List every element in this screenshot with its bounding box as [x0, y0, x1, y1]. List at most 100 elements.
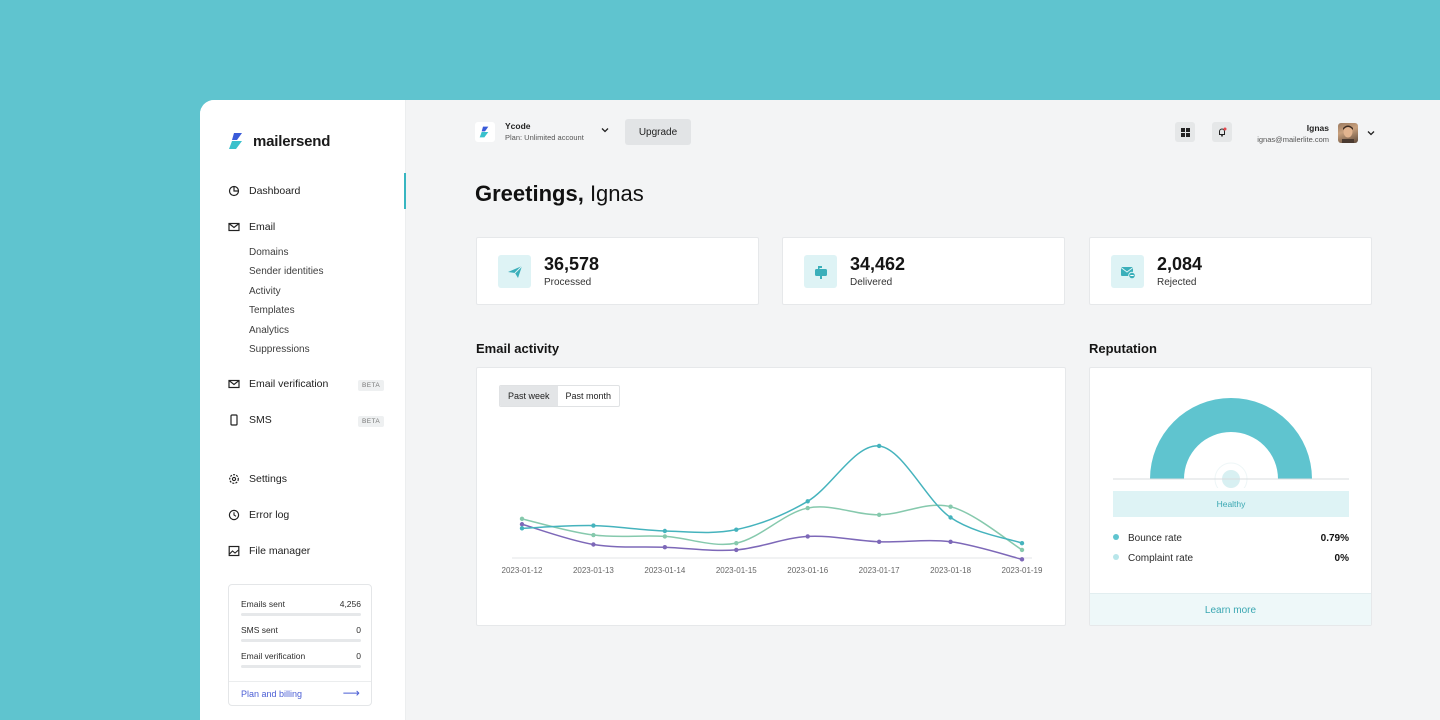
x-tick-label: 2023-01-12 — [502, 566, 543, 575]
tab-past-week[interactable]: Past week — [500, 386, 558, 406]
data-point-processed — [734, 527, 739, 532]
reputation-gauge — [1113, 398, 1349, 488]
tab-past-month[interactable]: Past month — [565, 391, 612, 401]
sidebar-subitem-domains[interactable]: Domains — [249, 247, 289, 258]
complaint-rate-label: Complaint rate — [1128, 553, 1194, 564]
usage-value: 4,256 — [339, 599, 361, 609]
stat-value: 34,462 — [850, 254, 906, 274]
sidebar: mailersend Dashboard Email Domains Sende… — [200, 100, 406, 720]
chevron-down-icon[interactable] — [1366, 128, 1376, 138]
mail-icon — [228, 221, 240, 233]
x-tick-label: 2023-01-16 — [787, 566, 828, 575]
data-point-processed — [948, 515, 953, 520]
sidebar-subitem-activity[interactable]: Activity — [249, 286, 281, 297]
arrow-right-icon[interactable]: ⟶ — [342, 686, 360, 700]
stat-card-processed: 36,578 Processed — [476, 237, 759, 305]
bell-icon — [1219, 127, 1227, 137]
stat-value: 36,578 — [544, 254, 600, 274]
usage-row-emails: Emails sent 4,256 — [241, 599, 361, 616]
gear-icon — [228, 473, 240, 485]
data-point-processed — [519, 526, 525, 531]
range-toggle: Past week Past month — [499, 385, 621, 407]
stat-label: Delivered — [850, 277, 893, 288]
status-badge: Healthy — [1113, 491, 1349, 517]
account-plan: Plan: Unlimited account — [505, 133, 584, 142]
sidebar-subitem-analytics[interactable]: Analytics — [249, 325, 290, 336]
usage-value: 0 — [356, 625, 361, 635]
usage-row-sms: SMS sent 0 — [241, 625, 361, 642]
learn-more-link[interactable]: Learn more — [1090, 593, 1371, 625]
sidebar-subitem-sender-identities[interactable]: Sender identities — [249, 266, 324, 277]
account-logo[interactable] — [475, 122, 495, 142]
email-activity-chart: 2023-01-12 2023-01-13 2023-01-14 2023-01-15… — [502, 443, 1043, 575]
brand-name: mailersend — [253, 132, 331, 150]
usage-bar — [241, 639, 361, 642]
notifications-button[interactable] — [1212, 122, 1232, 142]
sidebar-subitem-templates[interactable]: Templates — [249, 305, 295, 316]
data-point-delivered — [591, 532, 596, 538]
usage-row-email-verification: Email verification 0 — [241, 651, 361, 668]
paper-plane-icon — [498, 255, 531, 288]
complaint-rate-value: 0% — [1334, 553, 1349, 564]
app-window: mailersend Dashboard Email Domains Sende… — [200, 100, 1440, 720]
data-point-processed — [591, 523, 596, 528]
email-activity-card: 2023-01-12 2023-01-13 2023-01-14 2023-01-15… — [476, 367, 1066, 626]
greeting-prefix: Greetings, — [475, 181, 584, 206]
bounce-rate-label: Bounce rate — [1128, 533, 1182, 544]
gauge-arc — [1150, 398, 1312, 479]
divider — [229, 681, 371, 682]
mailersend-logo-icon — [229, 133, 242, 149]
sidebar-item-settings[interactable]: Settings — [228, 473, 287, 485]
brand-logo[interactable]: mailersend — [228, 132, 330, 150]
data-point-processed — [662, 528, 668, 534]
stat-value: 2,084 — [1157, 254, 1203, 274]
usage-label: Email verification — [241, 651, 306, 661]
stat-label: Processed — [544, 277, 592, 288]
data-point-processed — [805, 499, 810, 504]
data-point-delivered — [1019, 547, 1025, 553]
upgrade-button[interactable]: Upgrade — [625, 119, 691, 145]
legend-dot — [1113, 554, 1119, 560]
data-point-rejected — [1019, 557, 1025, 562]
sidebar-item-label: Email verification — [249, 378, 329, 390]
usage-card: Emails sent 4,256 SMS sent 0 Email verif… — [228, 584, 372, 706]
complaint-rate-row: Complaint rate 0% — [1113, 553, 1349, 564]
user-email: ignas@mailerlite.com — [1257, 135, 1329, 144]
email-activity-title: Email activity — [476, 341, 560, 356]
apps-button[interactable] — [1175, 122, 1195, 142]
sidebar-item-dashboard[interactable]: Dashboard — [228, 185, 300, 197]
series-line-rejected — [521, 523, 1023, 561]
ycode-logo-icon — [479, 126, 489, 138]
avatar[interactable] — [1338, 123, 1358, 143]
sidebar-item-error-log[interactable]: Error log — [228, 509, 289, 521]
data-point-delivered — [519, 516, 525, 522]
sidebar-item-email-verification[interactable]: Email verification — [228, 378, 328, 390]
sidebar-item-email[interactable]: Email — [228, 221, 275, 233]
user-name[interactable]: Ignas — [1306, 123, 1329, 133]
sidebar-item-label: Settings — [249, 473, 287, 485]
usage-label: Emails sent — [241, 599, 285, 609]
x-tick-label: 2023-01-19 — [1002, 566, 1043, 575]
data-point-delivered — [734, 540, 739, 546]
page-title: Greetings, Ignas — [475, 181, 644, 207]
account-name[interactable]: Ycode — [505, 121, 531, 131]
chevron-down-icon[interactable] — [600, 125, 610, 135]
data-point-rejected — [948, 539, 953, 544]
stat-label: Rejected — [1157, 277, 1197, 288]
reputation-card: Healthy Bounce rate 0.79% Complaint rate… — [1089, 367, 1372, 626]
image-icon — [228, 545, 240, 557]
bounce-rate-value: 0.79% — [1320, 533, 1349, 544]
sidebar-item-sms[interactable]: SMS — [228, 414, 272, 426]
grid-icon — [1180, 127, 1190, 137]
x-tick-label: 2023-01-18 — [930, 566, 971, 575]
x-tick-label: 2023-01-14 — [644, 566, 685, 575]
clock-icon — [228, 509, 240, 521]
sidebar-item-file-manager[interactable]: File manager — [228, 545, 310, 557]
data-point-delivered — [662, 534, 668, 539]
data-point-processed — [876, 443, 882, 449]
sidebar-subitem-suppressions[interactable]: Suppressions — [249, 344, 310, 355]
plan-billing-link[interactable]: Plan and billing — [241, 689, 303, 699]
data-point-delivered — [876, 512, 882, 517]
series-line-processed — [521, 445, 1023, 544]
mail-rejected-icon — [1111, 255, 1144, 288]
